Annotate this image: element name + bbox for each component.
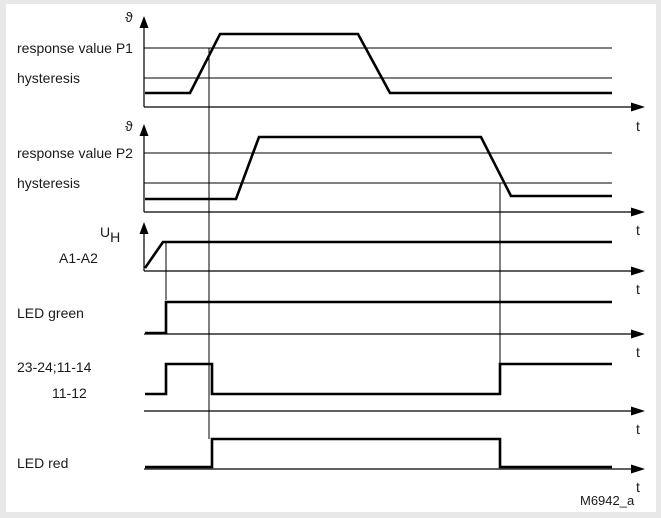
theta-label-2: ϑ <box>125 118 133 134</box>
supply-a1-a2-label: A1-A2 <box>59 250 98 266</box>
temperature-curve-1 <box>145 32 612 95</box>
supply-u-label: UH <box>100 224 120 245</box>
time-axis-arrow-4 <box>631 329 645 339</box>
time-label-5: t <box>636 421 640 437</box>
temperature-curve-2 <box>145 135 612 201</box>
time-label-1: t <box>636 118 640 134</box>
contacts-nc-label: 11-12 <box>52 385 87 401</box>
led-green-curve <box>145 300 612 335</box>
contacts-curve <box>145 362 612 396</box>
hysteresis-label-1: hysteresis <box>17 70 80 86</box>
event-markers <box>165 48 501 439</box>
hysteresis-label-2: hysteresis <box>17 175 80 191</box>
led-green-label: LED green <box>17 305 84 321</box>
panel-supply: UH A1-A2 t <box>59 222 645 297</box>
y-axis-arrow-3 <box>139 222 149 234</box>
panel-contacts: 23-24;11-14 11-12 t <box>17 359 645 437</box>
time-label-4: t <box>636 344 640 360</box>
panel-temp-p1: ϑ t response value P1 hysteresis <box>17 9 645 134</box>
panel-led-red: LED red t <box>17 437 645 495</box>
time-label-3: t <box>636 281 640 297</box>
y-axis-arrow-2 <box>139 124 149 136</box>
time-label-6: t <box>636 479 640 495</box>
led-red-curve <box>145 437 612 469</box>
time-label-2: t <box>636 222 640 238</box>
theta-label-1: ϑ <box>125 9 133 25</box>
figure-code: M6942_a <box>580 493 635 508</box>
response-value-p2-label: response value P2 <box>17 145 133 161</box>
panel-temp-p2: ϑ t response value P2 hysteresis <box>17 118 645 238</box>
time-axis-arrow-5 <box>631 406 645 416</box>
y-axis-arrow-1 <box>139 16 149 28</box>
contacts-no-label: 23-24;11-14 <box>17 359 92 375</box>
time-axis-arrow-1 <box>631 102 645 112</box>
panel-led-green: LED green t <box>17 300 645 360</box>
diagram-panel <box>6 4 656 512</box>
time-axis-arrow-2 <box>631 207 645 217</box>
time-axis-arrow-3 <box>631 266 645 276</box>
response-value-p1-label: response value P1 <box>17 40 133 56</box>
led-red-label: LED red <box>17 455 68 471</box>
supply-curve <box>143 240 612 269</box>
time-axis-arrow-6 <box>631 464 645 474</box>
